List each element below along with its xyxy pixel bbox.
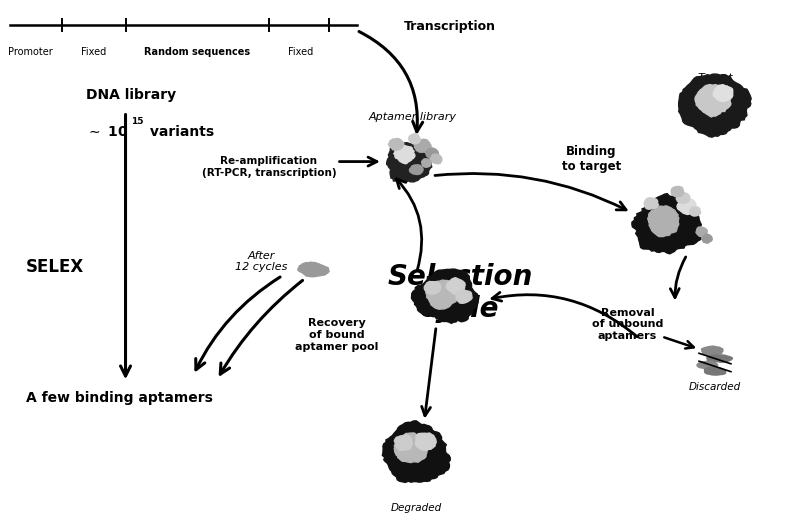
Text: Selection
cycle: Selection cycle (387, 263, 533, 323)
Text: After
12 cycles: After 12 cycles (234, 251, 287, 272)
Polygon shape (424, 281, 441, 294)
Polygon shape (456, 290, 472, 303)
Text: Removal
of unbound
aptamers: Removal of unbound aptamers (592, 308, 663, 341)
Polygon shape (409, 134, 420, 144)
Text: $\sim$ 10: $\sim$ 10 (86, 125, 128, 139)
Polygon shape (394, 145, 415, 164)
Text: A few binding aptamers: A few binding aptamers (26, 391, 213, 405)
Polygon shape (677, 199, 697, 214)
Text: Transcription: Transcription (404, 20, 496, 33)
Text: Promoter: Promoter (7, 47, 52, 57)
Polygon shape (695, 84, 731, 117)
Text: Recovery
of bound
aptamer pool: Recovery of bound aptamer pool (295, 318, 378, 352)
Polygon shape (671, 186, 684, 197)
Text: Re-amplification
(RT-PCR, transcription): Re-amplification (RT-PCR, transcription) (202, 156, 336, 177)
Polygon shape (676, 193, 690, 203)
Polygon shape (702, 346, 723, 355)
Text: SELEX: SELEX (26, 258, 84, 276)
Polygon shape (426, 280, 458, 309)
Polygon shape (382, 421, 450, 483)
Polygon shape (426, 148, 438, 159)
Text: Fixed: Fixed (81, 47, 106, 57)
Text: Random sequences: Random sequences (144, 47, 250, 57)
Text: 15: 15 (131, 117, 144, 126)
Text: DNA library: DNA library (86, 88, 176, 102)
Polygon shape (706, 355, 733, 362)
Polygon shape (697, 361, 718, 369)
Polygon shape (386, 142, 432, 182)
Polygon shape (414, 139, 431, 152)
Polygon shape (446, 278, 465, 294)
Polygon shape (389, 138, 404, 150)
Text: variants: variants (146, 125, 214, 139)
Polygon shape (430, 154, 442, 164)
Polygon shape (704, 367, 726, 375)
Polygon shape (394, 433, 427, 463)
Text: Discarded: Discarded (689, 382, 741, 392)
Text: Binding
to target: Binding to target (562, 145, 621, 173)
Polygon shape (411, 269, 478, 323)
Polygon shape (410, 165, 423, 174)
Polygon shape (678, 74, 751, 137)
Polygon shape (713, 84, 733, 101)
Text: Target: Target (698, 73, 733, 83)
Polygon shape (690, 207, 701, 216)
Polygon shape (648, 206, 679, 237)
Polygon shape (298, 262, 329, 277)
Polygon shape (644, 197, 658, 209)
Polygon shape (696, 227, 707, 237)
Text: Degraded: Degraded (390, 503, 442, 513)
Polygon shape (415, 433, 436, 450)
Polygon shape (702, 234, 712, 243)
Polygon shape (394, 435, 412, 450)
Text: Fixed: Fixed (288, 47, 314, 57)
Polygon shape (422, 159, 431, 167)
Text: Aptamer library: Aptamer library (368, 112, 456, 122)
Polygon shape (632, 194, 702, 254)
